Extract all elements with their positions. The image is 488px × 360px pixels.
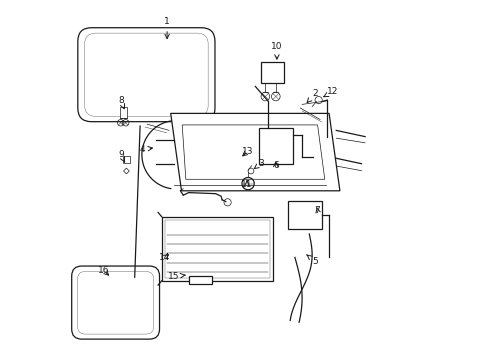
Text: 5: 5 <box>306 255 317 265</box>
Text: 7: 7 <box>314 206 320 215</box>
Text: 3: 3 <box>254 159 263 168</box>
Bar <box>162 217 273 281</box>
Bar <box>120 107 127 118</box>
Bar <box>123 156 129 163</box>
Text: 9: 9 <box>118 150 124 162</box>
Text: 11: 11 <box>241 180 252 189</box>
FancyBboxPatch shape <box>72 266 159 339</box>
Text: 14: 14 <box>159 253 170 262</box>
Polygon shape <box>170 113 339 191</box>
FancyBboxPatch shape <box>84 33 208 116</box>
Text: 15: 15 <box>167 272 185 281</box>
Bar <box>287 201 321 229</box>
FancyBboxPatch shape <box>77 271 153 334</box>
Text: 12: 12 <box>323 87 338 97</box>
Bar <box>164 220 270 278</box>
Polygon shape <box>182 125 324 179</box>
Text: 16: 16 <box>98 266 110 275</box>
Text: 4: 4 <box>139 145 152 154</box>
Bar <box>188 276 212 284</box>
Text: 13: 13 <box>242 147 253 156</box>
Text: 10: 10 <box>270 42 282 59</box>
Text: 8: 8 <box>118 96 124 109</box>
Text: 1: 1 <box>164 17 170 39</box>
FancyBboxPatch shape <box>78 28 215 122</box>
Polygon shape <box>123 168 129 174</box>
Text: 2: 2 <box>306 89 318 103</box>
Bar <box>260 62 284 83</box>
Text: 6: 6 <box>272 161 278 170</box>
Bar <box>258 128 292 164</box>
